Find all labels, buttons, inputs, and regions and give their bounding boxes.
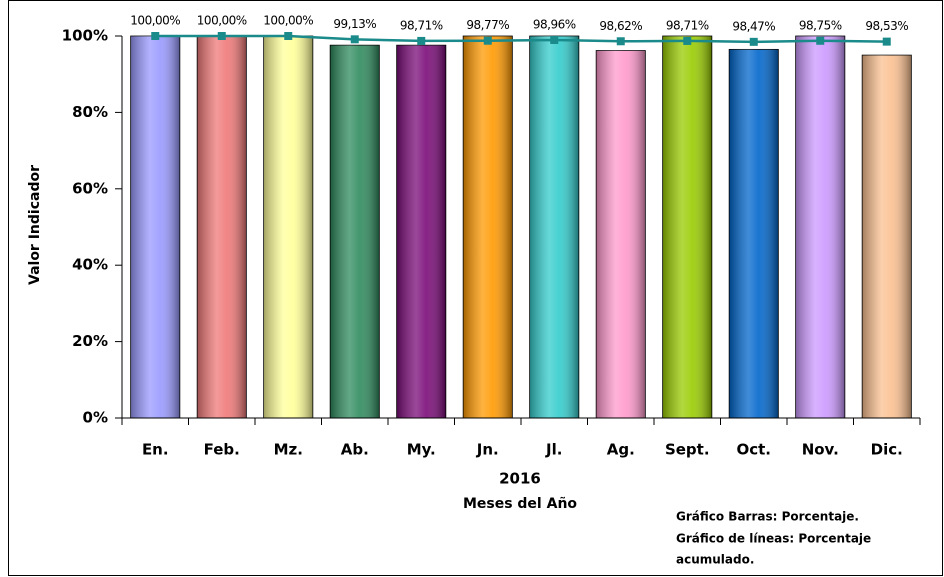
bar bbox=[795, 35, 846, 419]
bar bbox=[263, 35, 314, 419]
line-marker bbox=[616, 37, 625, 46]
x-tick-label: Sept. bbox=[665, 441, 710, 459]
x-tick-label: En. bbox=[142, 441, 169, 459]
y-tick-label: 60% bbox=[72, 179, 108, 197]
x-tick-label: Mz. bbox=[274, 441, 303, 459]
line-marker bbox=[151, 32, 160, 40]
x-tick-label: Feb. bbox=[204, 441, 240, 459]
x-tick-label: Nov. bbox=[802, 441, 839, 459]
bar bbox=[130, 35, 181, 419]
bar bbox=[462, 35, 513, 419]
y-tick-label: 0% bbox=[83, 409, 108, 427]
frame bbox=[8, 0, 943, 576]
bar bbox=[196, 35, 247, 419]
bar bbox=[396, 44, 447, 419]
data-label: 98,71% bbox=[400, 18, 443, 32]
note: Gráfico Barras: Porcentaje. bbox=[676, 510, 859, 524]
bar bbox=[662, 35, 713, 419]
data-label: 98,71% bbox=[666, 18, 709, 32]
bar bbox=[861, 54, 912, 419]
line-marker bbox=[417, 36, 426, 45]
bar bbox=[728, 48, 779, 419]
line-marker bbox=[550, 35, 559, 44]
line-marker bbox=[816, 36, 825, 45]
bar bbox=[595, 50, 646, 419]
x-tick-label: Oct. bbox=[736, 441, 771, 459]
x-axis-title: 2016 bbox=[499, 470, 541, 488]
bar bbox=[329, 44, 380, 419]
data-label: 100,00% bbox=[197, 14, 247, 28]
data-label: 98,62% bbox=[599, 19, 642, 33]
line-marker bbox=[350, 35, 359, 44]
y-axis-title: Valor Indicador bbox=[27, 165, 43, 285]
line-marker bbox=[683, 36, 692, 45]
data-label: 98,53% bbox=[865, 19, 908, 33]
x-tick-label: Dic. bbox=[871, 441, 903, 459]
data-label: 98,77% bbox=[466, 18, 509, 32]
note: Gráfico de líneas: Porcentaje bbox=[676, 532, 871, 546]
data-label: 98,75% bbox=[799, 18, 842, 32]
line-marker bbox=[284, 32, 293, 40]
data-label: 100,00% bbox=[263, 14, 313, 28]
x-tick-label: Ab. bbox=[341, 441, 369, 459]
x-axis-title: Meses del Año bbox=[463, 496, 577, 512]
line bbox=[155, 34, 887, 44]
line-marker bbox=[217, 32, 226, 40]
x-tick-label: Jn. bbox=[476, 441, 499, 459]
x-tick-label: My. bbox=[407, 441, 436, 459]
line-marker bbox=[882, 37, 891, 46]
y-tick-label: 80% bbox=[72, 103, 108, 121]
note: acumulado. bbox=[676, 553, 754, 567]
data-label: 98,96% bbox=[533, 17, 576, 31]
y-tick-label: 20% bbox=[72, 332, 108, 350]
line-marker bbox=[749, 37, 758, 46]
line-marker bbox=[483, 36, 492, 45]
x-tick-label: Jl. bbox=[545, 441, 562, 459]
x-tick-label: Ag. bbox=[607, 441, 635, 459]
data-label: 99,13% bbox=[333, 17, 376, 31]
data-label: 98,47% bbox=[732, 19, 775, 33]
y-tick-label: 40% bbox=[72, 256, 108, 274]
data-label: 100,00% bbox=[130, 14, 180, 28]
y-tick-label: 100% bbox=[62, 27, 108, 45]
bar bbox=[529, 35, 580, 419]
